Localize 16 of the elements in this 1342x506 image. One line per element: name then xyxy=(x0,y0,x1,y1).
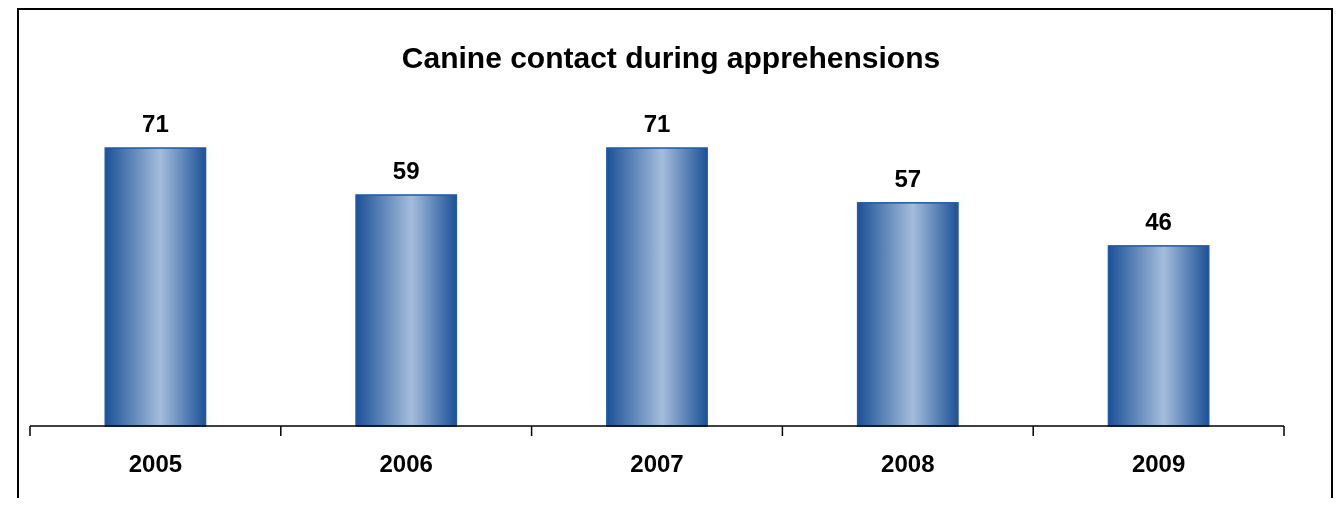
data-label: 46 xyxy=(1145,207,1172,235)
data-label: 57 xyxy=(894,164,922,192)
data-label: 71 xyxy=(142,110,169,137)
x-tick-label: 2009 xyxy=(1131,450,1186,477)
bar xyxy=(856,202,959,427)
x-tick-label: 2005 xyxy=(128,450,183,477)
data-label: 59 xyxy=(392,156,420,184)
data-label: 71 xyxy=(643,110,671,137)
bar xyxy=(355,194,458,427)
chart-title: Canine contact during apprehensions xyxy=(401,41,941,74)
bar xyxy=(606,147,708,427)
bar xyxy=(1107,245,1210,427)
bar xyxy=(104,147,207,427)
x-tick-label: 2008 xyxy=(881,450,935,477)
x-tick-label: 2007 xyxy=(630,450,684,477)
x-tick-label: 2006 xyxy=(379,450,433,477)
